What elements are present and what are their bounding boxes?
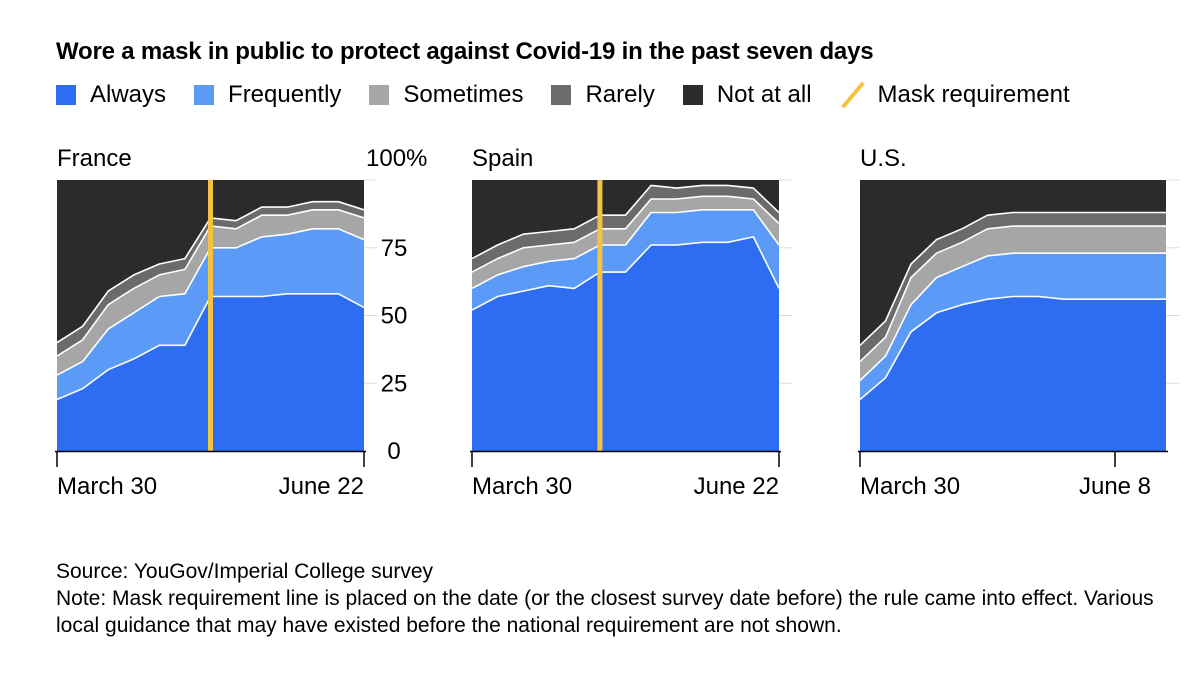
frequently-swatch-icon xyxy=(194,85,215,105)
panel-title-france: France xyxy=(57,145,132,172)
y-tick-label-100: 100% xyxy=(366,145,427,172)
area-france-frequently xyxy=(57,228,364,400)
chart-title: Wore a mask in public to protect against… xyxy=(56,38,874,65)
panel-title-spain: Spain xyxy=(472,145,533,172)
source-text: Source: YouGov/Imperial College survey xyxy=(56,560,434,583)
separator-spain-sometimes xyxy=(471,195,780,273)
x-tick-label-spain-0: March 30 xyxy=(472,473,572,500)
area-u-s-rarely xyxy=(860,212,1166,362)
legend-item-frequently: Frequently xyxy=(194,81,341,109)
not-at-all-swatch-icon xyxy=(682,85,703,105)
area-u-s-not-at-all xyxy=(860,180,1166,346)
legend-label-mask-requirement: Mask requirement xyxy=(877,81,1070,108)
legend-label-frequently: Frequently xyxy=(228,81,342,108)
note-text: Note: Mask requirement line is placed on… xyxy=(56,587,1154,637)
area-u-s-sometimes xyxy=(860,226,1166,381)
y-tick-label-75: 75 xyxy=(381,235,408,262)
area-spain-not-at-all xyxy=(472,180,779,259)
legend-label-not-at-all: Not at all xyxy=(716,81,812,108)
sometimes-swatch-icon xyxy=(369,85,390,105)
area-spain-sometimes xyxy=(472,196,779,289)
x-tick-label-france-1: June 22 xyxy=(279,473,364,500)
legend-label-sometimes: Sometimes xyxy=(403,81,524,108)
small-multiples-chart: France March 30 June 22 0 25 50 75 100% Spain Mar… xyxy=(55,145,1179,500)
legend-item-sometimes: Sometimes xyxy=(369,81,523,109)
separator-u-s-always xyxy=(859,295,1166,401)
y-tick-label-0: 0 xyxy=(387,438,400,465)
legend-label-rarely: Rarely xyxy=(585,81,655,108)
legend-item-mask-requirement: Mask requirement xyxy=(840,81,1070,109)
x-tick-label-france-0: March 30 xyxy=(57,473,157,500)
x-tick-label-u-s-0: March 30 xyxy=(860,473,960,500)
area-u-s-frequently xyxy=(860,253,1166,400)
separator-u-s-frequently xyxy=(859,252,1166,382)
separator-u-s-sometimes xyxy=(859,225,1166,363)
legend-item-not-at-all: Not at all xyxy=(682,81,812,109)
area-u-s-always xyxy=(860,296,1166,451)
always-swatch-icon xyxy=(56,85,76,105)
legend-item-always: Always xyxy=(56,81,166,109)
separator-spain-rarely xyxy=(471,184,780,260)
y-tick-label-25: 25 xyxy=(381,370,408,397)
legend-item-rarely: Rarely xyxy=(551,81,655,109)
footer: Source: YouGov/Imperial College survey N… xyxy=(56,558,1156,639)
area-spain-always xyxy=(472,236,779,451)
legend-label-always: Always xyxy=(90,81,167,108)
y-tick-label-50: 50 xyxy=(381,303,408,330)
separator-spain-frequently xyxy=(471,209,780,290)
separator-u-s-rarely xyxy=(859,211,1166,346)
area-france-not-at-all xyxy=(57,180,364,343)
rarely-swatch-icon xyxy=(551,85,572,105)
x-tick-label-u-s-1: June 8 xyxy=(1079,473,1151,500)
x-tick-label-spain-1: June 22 xyxy=(694,473,779,500)
separator-spain-always xyxy=(471,236,780,311)
panel-title-u-s: U.S. xyxy=(860,145,907,172)
legend: Always Frequently Sometimes Rarely Not a… xyxy=(56,80,1098,110)
